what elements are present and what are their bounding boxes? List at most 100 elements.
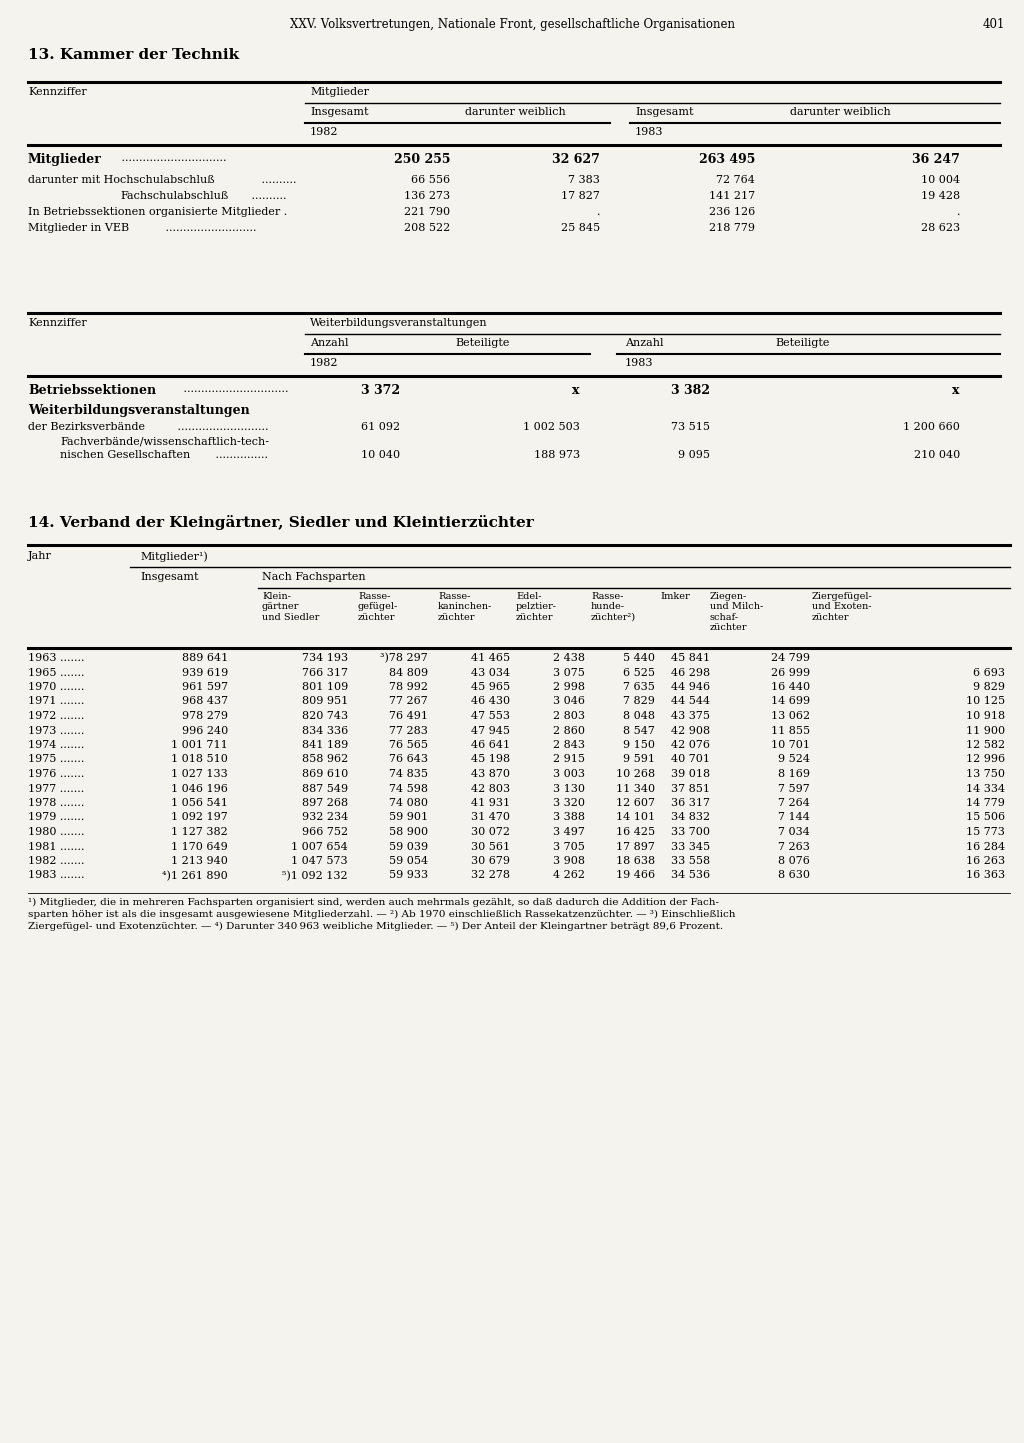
Text: 66 556: 66 556 bbox=[411, 175, 450, 185]
Text: 12 607: 12 607 bbox=[616, 798, 655, 808]
Text: .: . bbox=[956, 206, 961, 216]
Text: nischen Gesellschaften: nischen Gesellschaften bbox=[60, 450, 190, 460]
Text: 16 284: 16 284 bbox=[966, 841, 1005, 851]
Text: 210 040: 210 040 bbox=[913, 450, 961, 460]
Text: 13 750: 13 750 bbox=[966, 769, 1005, 779]
Text: Ziegen-
und Milch-
schaf-
züchter: Ziegen- und Milch- schaf- züchter bbox=[710, 592, 763, 632]
Text: 30 072: 30 072 bbox=[471, 827, 510, 837]
Text: Kennziffer: Kennziffer bbox=[28, 317, 87, 328]
Text: 1 092 197: 1 092 197 bbox=[171, 812, 228, 823]
Text: 1983 .......: 1983 ....... bbox=[28, 870, 85, 880]
Text: 932 234: 932 234 bbox=[302, 812, 348, 823]
Text: Fachverbände/wissenschaftlich-tech-: Fachverbände/wissenschaftlich-tech- bbox=[60, 436, 269, 446]
Text: 14. Verband der Kleingärtner, Siedler und Kleintierzüchter: 14. Verband der Kleingärtner, Siedler un… bbox=[28, 515, 534, 530]
Text: ..............................: .............................. bbox=[180, 384, 289, 394]
Text: 9 829: 9 829 bbox=[973, 683, 1005, 693]
Text: ..........: .......... bbox=[248, 190, 287, 201]
Text: 33 345: 33 345 bbox=[671, 841, 710, 851]
Text: 10 918: 10 918 bbox=[966, 711, 1005, 722]
Text: 3 497: 3 497 bbox=[553, 827, 585, 837]
Text: 858 962: 858 962 bbox=[302, 755, 348, 765]
Text: 17 897: 17 897 bbox=[616, 841, 655, 851]
Text: 2 843: 2 843 bbox=[553, 740, 585, 750]
Text: 10 125: 10 125 bbox=[966, 697, 1005, 707]
Text: Beteiligte: Beteiligte bbox=[775, 338, 829, 348]
Text: 1 170 649: 1 170 649 bbox=[171, 841, 228, 851]
Text: 41 465: 41 465 bbox=[471, 654, 510, 662]
Text: Kennziffer: Kennziffer bbox=[28, 87, 87, 97]
Text: Rasse-
kaninchen-
züchter: Rasse- kaninchen- züchter bbox=[438, 592, 493, 622]
Text: 208 522: 208 522 bbox=[403, 224, 450, 232]
Text: 24 799: 24 799 bbox=[771, 654, 810, 662]
Text: 734 193: 734 193 bbox=[302, 654, 348, 662]
Text: 1965 .......: 1965 ....... bbox=[28, 668, 85, 678]
Text: 59 901: 59 901 bbox=[389, 812, 428, 823]
Text: 39 018: 39 018 bbox=[671, 769, 710, 779]
Text: 9 591: 9 591 bbox=[623, 755, 655, 765]
Text: ...............: ............... bbox=[212, 450, 268, 460]
Text: 33 700: 33 700 bbox=[671, 827, 710, 837]
Text: 42 803: 42 803 bbox=[471, 784, 510, 794]
Text: 1976 .......: 1976 ....... bbox=[28, 769, 84, 779]
Text: 996 240: 996 240 bbox=[181, 726, 228, 736]
Text: 10 004: 10 004 bbox=[921, 175, 961, 185]
Text: 76 491: 76 491 bbox=[389, 711, 428, 722]
Text: Beteiligte: Beteiligte bbox=[455, 338, 509, 348]
Text: 1 200 660: 1 200 660 bbox=[903, 421, 961, 431]
Text: 8 169: 8 169 bbox=[778, 769, 810, 779]
Text: In Betriebssektionen organisierte Mitglieder .: In Betriebssektionen organisierte Mitgli… bbox=[28, 206, 288, 216]
Text: 1970 .......: 1970 ....... bbox=[28, 683, 84, 693]
Text: 16 363: 16 363 bbox=[966, 870, 1005, 880]
Text: darunter weiblich: darunter weiblich bbox=[465, 107, 565, 117]
Text: 1 127 382: 1 127 382 bbox=[171, 827, 228, 837]
Text: 76 643: 76 643 bbox=[389, 755, 428, 765]
Text: .: . bbox=[597, 206, 600, 216]
Text: Jahr: Jahr bbox=[28, 551, 52, 561]
Text: 43 034: 43 034 bbox=[471, 668, 510, 678]
Text: ³)78 297: ³)78 297 bbox=[380, 654, 428, 664]
Text: 10 701: 10 701 bbox=[771, 740, 810, 750]
Text: 44 946: 44 946 bbox=[671, 683, 710, 693]
Text: 3 130: 3 130 bbox=[553, 784, 585, 794]
Text: 9 150: 9 150 bbox=[623, 740, 655, 750]
Text: 1973 .......: 1973 ....... bbox=[28, 726, 84, 736]
Text: 44 544: 44 544 bbox=[671, 697, 710, 707]
Text: 18 638: 18 638 bbox=[615, 856, 655, 866]
Text: 17 827: 17 827 bbox=[561, 190, 600, 201]
Text: 7 264: 7 264 bbox=[778, 798, 810, 808]
Text: 46 298: 46 298 bbox=[671, 668, 710, 678]
Text: 9 524: 9 524 bbox=[778, 755, 810, 765]
Text: 25 845: 25 845 bbox=[561, 224, 600, 232]
Text: 45 965: 45 965 bbox=[471, 683, 510, 693]
Text: 37 851: 37 851 bbox=[671, 784, 710, 794]
Text: 43 870: 43 870 bbox=[471, 769, 510, 779]
Text: 47 945: 47 945 bbox=[471, 726, 510, 736]
Text: Rasse-
gefügel-
züchter: Rasse- gefügel- züchter bbox=[358, 592, 398, 622]
Text: 6 525: 6 525 bbox=[623, 668, 655, 678]
Text: 77 283: 77 283 bbox=[389, 726, 428, 736]
Text: der Bezirksverbände: der Bezirksverbände bbox=[28, 421, 145, 431]
Text: 41 931: 41 931 bbox=[471, 798, 510, 808]
Text: 1974 .......: 1974 ....... bbox=[28, 740, 84, 750]
Text: 14 699: 14 699 bbox=[771, 697, 810, 707]
Text: 7 829: 7 829 bbox=[624, 697, 655, 707]
Text: 16 425: 16 425 bbox=[615, 827, 655, 837]
Text: 1 056 541: 1 056 541 bbox=[171, 798, 228, 808]
Text: 19 466: 19 466 bbox=[615, 870, 655, 880]
Text: 841 189: 841 189 bbox=[302, 740, 348, 750]
Text: 7 597: 7 597 bbox=[778, 784, 810, 794]
Text: 9 095: 9 095 bbox=[678, 450, 710, 460]
Text: 12 582: 12 582 bbox=[966, 740, 1005, 750]
Text: 59 039: 59 039 bbox=[389, 841, 428, 851]
Text: 401: 401 bbox=[983, 17, 1005, 30]
Text: 7 144: 7 144 bbox=[778, 812, 810, 823]
Text: Mitglieder: Mitglieder bbox=[28, 153, 101, 166]
Text: 1982 .......: 1982 ....... bbox=[28, 856, 85, 866]
Text: 2 915: 2 915 bbox=[553, 755, 585, 765]
Text: 16 440: 16 440 bbox=[771, 683, 810, 693]
Text: ⁵)1 092 132: ⁵)1 092 132 bbox=[283, 870, 348, 880]
Text: 46 430: 46 430 bbox=[471, 697, 510, 707]
Text: 11 900: 11 900 bbox=[966, 726, 1005, 736]
Text: 42 908: 42 908 bbox=[671, 726, 710, 736]
Text: 801 109: 801 109 bbox=[302, 683, 348, 693]
